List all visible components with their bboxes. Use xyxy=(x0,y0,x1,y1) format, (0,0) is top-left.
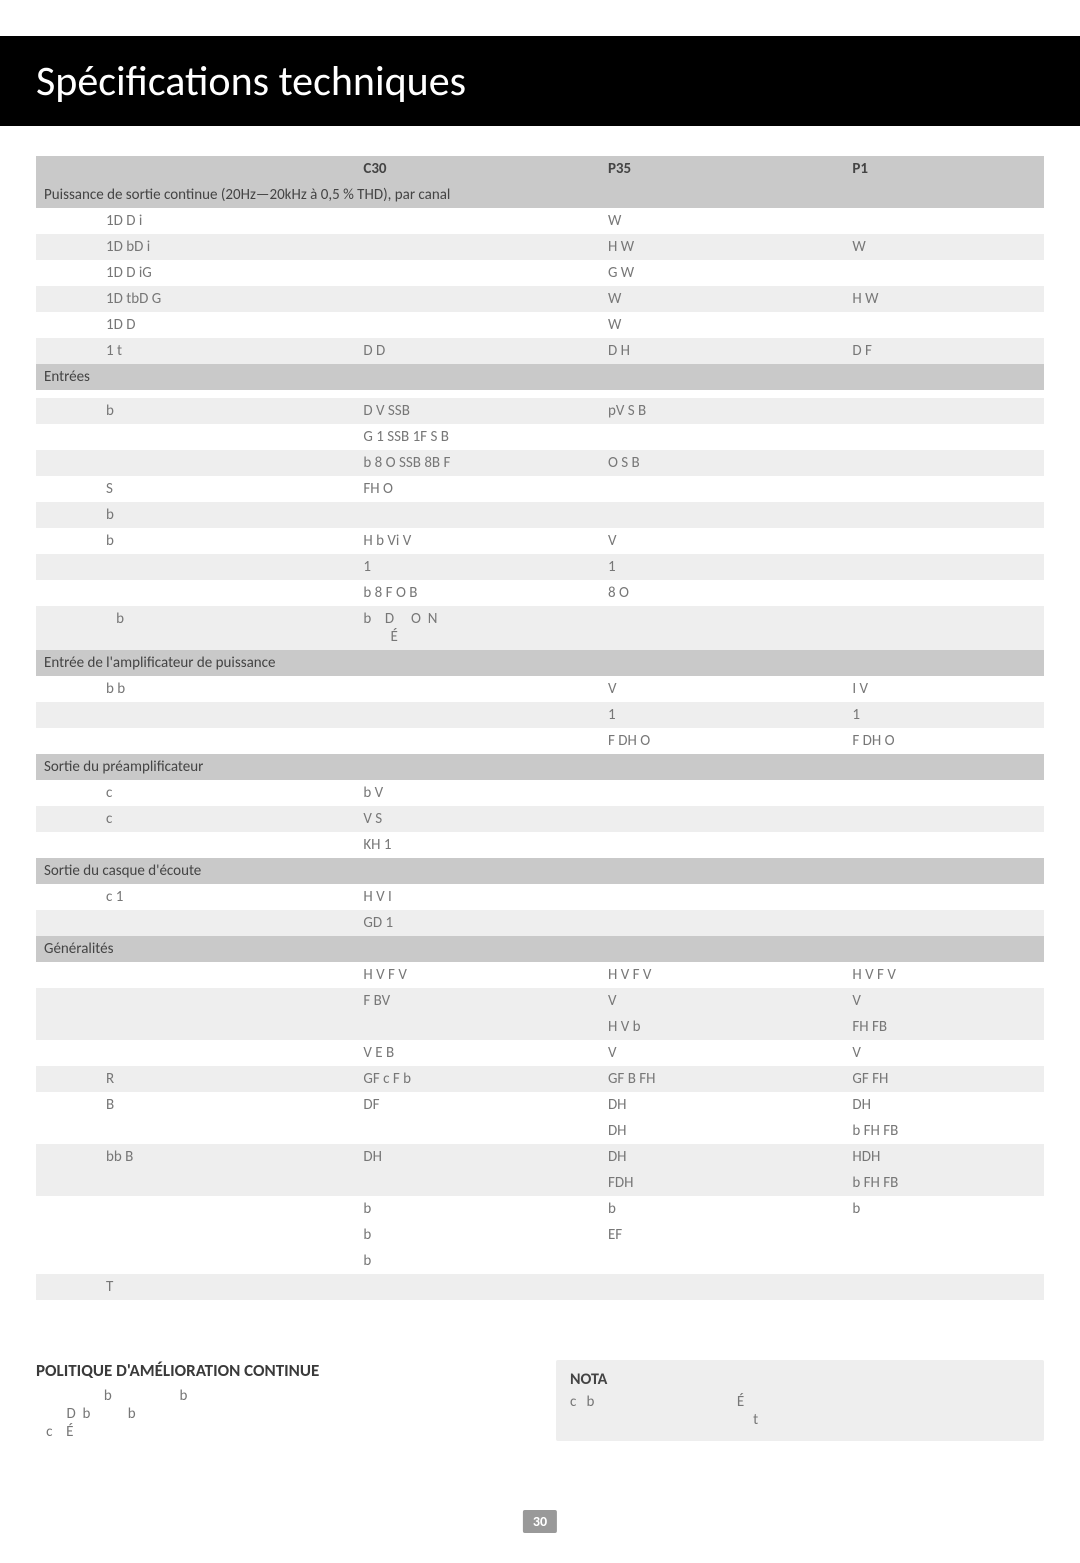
footer-area: POLITIQUE D'AMÉLIORATION CONTINUE b b D … xyxy=(0,1300,1080,1441)
section-amp-input: Entrée de l'amplificateur de puissance xyxy=(36,650,1044,676)
nota-heading: NOTA xyxy=(570,1370,1030,1389)
col-p35: P35 xyxy=(600,156,844,182)
section-inputs: Entrées xyxy=(36,364,1044,390)
col-p1: P1 xyxy=(844,156,1044,182)
section-headphone-out: Sortie du casque d'écoute xyxy=(36,858,1044,884)
section-general: Généralités xyxy=(36,936,1044,962)
table-header-row: C30 P35 P1 xyxy=(36,156,1044,182)
spec-table: C30 P35 P1 Puissance de sortie continue … xyxy=(36,156,1044,1300)
section-preamp-out: Sortie du préamplificateur xyxy=(36,754,1044,780)
page-number: 30 xyxy=(523,1510,557,1533)
spec-table-wrap: C30 P35 P1 Puissance de sortie continue … xyxy=(0,126,1080,1300)
policy-block: POLITIQUE D'AMÉLIORATION CONTINUE b b D … xyxy=(36,1360,526,1441)
policy-heading: POLITIQUE D'AMÉLIORATION CONTINUE xyxy=(36,1360,526,1381)
page-title-band: Spécifications techniques xyxy=(0,36,1080,126)
nota-body: c b É t xyxy=(570,1393,1030,1429)
nota-block: NOTA c b É t xyxy=(556,1360,1044,1441)
policy-body: b b D b b c É xyxy=(36,1387,526,1441)
col-c30: C30 xyxy=(355,156,600,182)
page-title: Spécifications techniques xyxy=(36,56,466,107)
section-power: Puissance de sortie continue (20Hz—20kHz… xyxy=(36,182,1044,208)
